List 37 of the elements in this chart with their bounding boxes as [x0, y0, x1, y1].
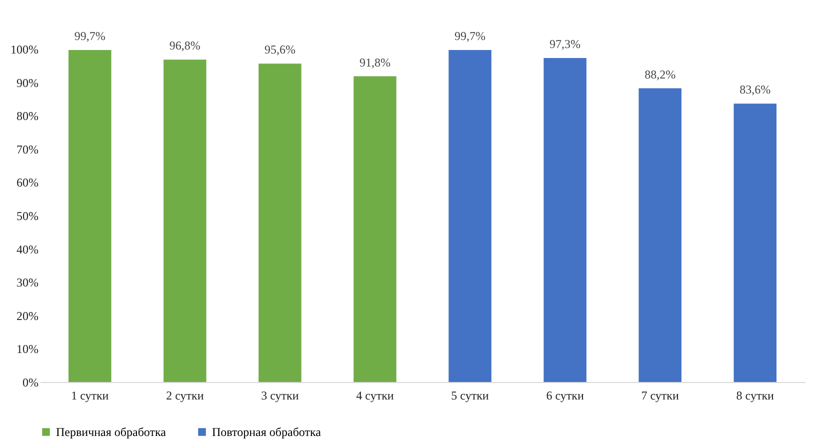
x-tick-label: 6 сутки: [546, 388, 584, 402]
legend-label: Первичная обработка: [56, 425, 167, 439]
bar: [164, 60, 206, 382]
data-label: 99,7%: [74, 29, 106, 43]
y-tick-label: 90%: [16, 76, 38, 90]
y-tick-label: 0%: [22, 376, 38, 390]
bar: [734, 104, 776, 382]
bar: [544, 58, 586, 382]
y-tick-label: 20%: [16, 308, 38, 323]
bar: [448, 50, 492, 382]
data-label: 97,3%: [550, 36, 581, 51]
y-tick-label: 100%: [10, 42, 38, 56]
y-tick-label: 70%: [16, 142, 38, 156]
data-label: 88,2%: [644, 67, 676, 82]
x-tick-label: 4 сутки: [356, 388, 394, 402]
y-tick-label: 10%: [16, 342, 38, 356]
legend-label: Повторная обработка: [212, 425, 322, 439]
bar: [638, 88, 682, 382]
y-tick-label: 50%: [16, 209, 38, 223]
data-label: 83,6%: [740, 82, 771, 97]
x-tick-label: 2 сутки: [166, 388, 204, 402]
x-tick-label: 3 сутки: [261, 388, 300, 402]
y-tick-label: 60%: [16, 176, 38, 190]
data-label: 91,8%: [359, 55, 390, 70]
data-label: 99,7%: [454, 29, 486, 43]
x-tick-label: 1 сутки: [71, 388, 110, 402]
x-tick-label: 5 сутки: [451, 388, 490, 402]
bar: [68, 50, 112, 382]
bar: [354, 76, 396, 382]
bar: [258, 64, 302, 382]
data-label: 96,8%: [169, 38, 200, 53]
y-tick-label: 40%: [16, 242, 38, 256]
x-tick-label: 7 сутки: [641, 388, 680, 402]
y-tick-label: 80%: [16, 109, 38, 124]
data-label: 95,6%: [264, 42, 296, 57]
y-tick-label: 30%: [16, 276, 38, 290]
x-tick-label: 8 сутки: [736, 388, 775, 402]
